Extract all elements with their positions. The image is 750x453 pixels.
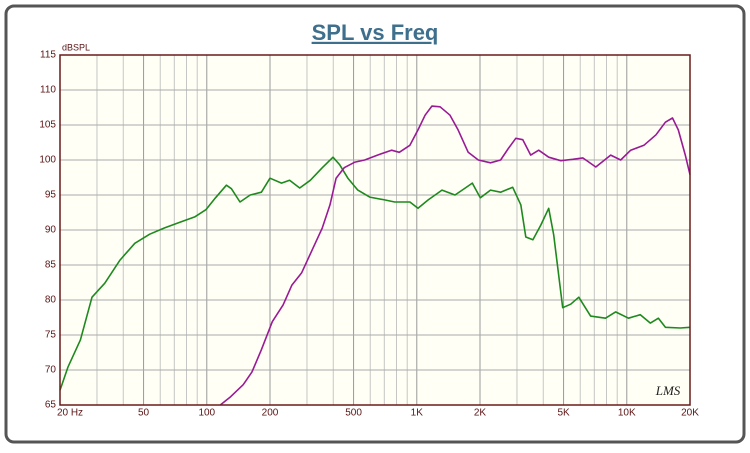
- series-line: [219, 105, 691, 406]
- y-tick-label: 70: [45, 365, 57, 376]
- y-tick-label: 75: [45, 330, 57, 341]
- y-axis-label: dBSPL: [62, 42, 90, 52]
- x-tick-label: 20K: [681, 408, 699, 419]
- x-tick-label: 10K: [618, 408, 636, 419]
- x-tick-label: 20 Hz: [57, 408, 83, 419]
- x-tick-label: 5K: [557, 408, 570, 419]
- y-tick-label: 100: [39, 155, 56, 166]
- x-tick-label: 2K: [474, 408, 487, 419]
- y-tick-label: 80: [45, 295, 57, 306]
- chart-title: SPL vs Freq: [312, 20, 439, 45]
- x-tick-label: 500: [345, 408, 362, 419]
- series-line: [59, 156, 691, 391]
- y-tick-label: 95: [45, 190, 57, 201]
- y-tick-label: 90: [45, 225, 57, 236]
- annotation: LMS: [655, 383, 681, 398]
- plot-border: [59, 54, 691, 406]
- y-tick-label: 65: [45, 400, 57, 411]
- y-tick-label: 85: [45, 260, 57, 271]
- y-tick-label: 115: [40, 50, 56, 61]
- y-tick-label: 105: [39, 120, 56, 131]
- x-tick-label: 200: [262, 408, 279, 419]
- x-tick-label: 1K: [411, 408, 424, 419]
- x-tick-label: 50: [138, 408, 150, 419]
- x-tick-label: 100: [198, 408, 215, 419]
- y-tick-label: 110: [40, 85, 56, 96]
